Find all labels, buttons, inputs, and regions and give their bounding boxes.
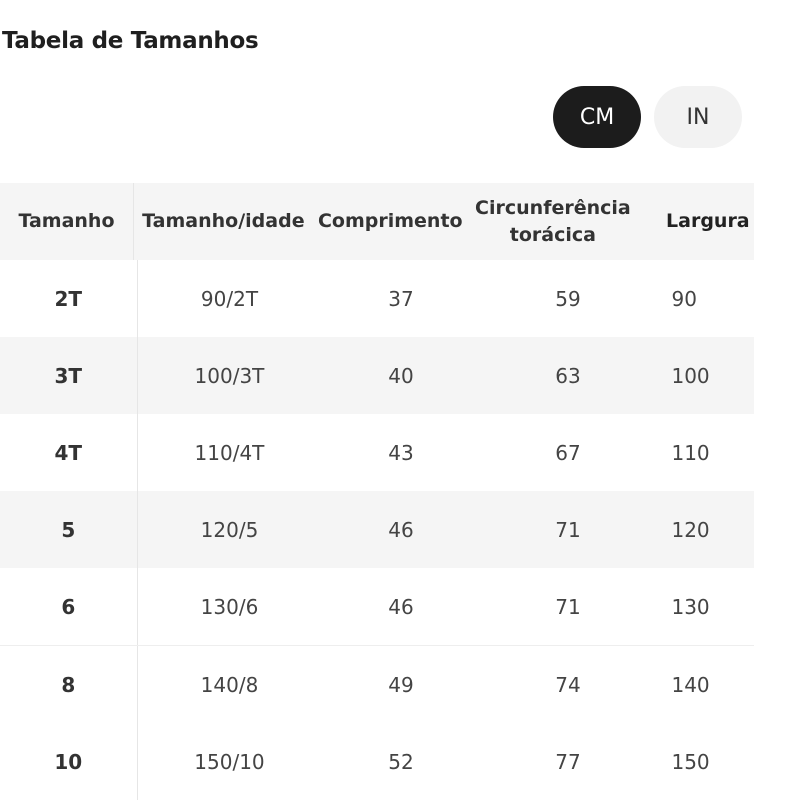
- cell-size: 10: [0, 723, 138, 800]
- cell-width: 100: [671, 363, 710, 388]
- cell-size-age: 120/5: [200, 517, 259, 542]
- cell-size-age: 100/3T: [194, 363, 265, 388]
- cell-length: 49: [388, 672, 414, 697]
- cell-size: 5: [0, 491, 138, 568]
- cell-width: 90: [671, 286, 697, 311]
- cell-chest: 77: [555, 749, 581, 774]
- cell-size-age: 110/4T: [194, 440, 265, 465]
- size-table: Tamanho Tamanho/idade Comprimento Circun…: [0, 183, 754, 800]
- cell-size: 2T: [0, 260, 138, 337]
- cell-length: 40: [388, 363, 414, 388]
- cell-chest: 63: [555, 363, 581, 388]
- cell-length: 37: [388, 286, 414, 311]
- cell-chest: 71: [555, 517, 581, 542]
- cell-length: 46: [388, 517, 414, 542]
- page-title: Tabela de Tamanhos: [2, 28, 259, 54]
- cell-size-age: 90/2T: [200, 286, 259, 311]
- cell-size: 8: [0, 646, 138, 723]
- table-row: 3T 100/3T 40 63 100: [0, 337, 754, 414]
- cell-size-age: 130/6: [200, 594, 259, 619]
- table-row: 10 150/10 52 77 150: [0, 723, 754, 800]
- header-size-age: Tamanho/idade: [142, 210, 305, 233]
- table-row: 8 140/8 49 74 140: [0, 645, 754, 723]
- cell-size-age: 150/10: [194, 749, 265, 774]
- unit-in-button[interactable]: IN: [654, 86, 742, 148]
- header-size: Tamanho: [0, 183, 134, 260]
- cell-width: 110: [671, 440, 710, 465]
- cell-size: 6: [0, 568, 138, 645]
- cell-length: 52: [388, 749, 414, 774]
- header-width: Largura: [666, 210, 750, 233]
- header-length: Comprimento: [317, 210, 463, 233]
- header-chest: Circunferência torácica: [475, 196, 631, 246]
- cell-size: 4T: [0, 414, 138, 491]
- cell-width: 150: [671, 749, 710, 774]
- cell-chest: 74: [555, 672, 581, 697]
- table-row: 5 120/5 46 71 120: [0, 491, 754, 568]
- table-row: 2T 90/2T 37 59 90: [0, 260, 754, 337]
- table-row: 6 130/6 46 71 130: [0, 568, 754, 645]
- cell-width: 130: [671, 594, 710, 619]
- cell-size: 3T: [0, 337, 138, 414]
- table-header-row: Tamanho Tamanho/idade Comprimento Circun…: [0, 183, 754, 260]
- cell-length: 43: [388, 440, 414, 465]
- cell-chest: 59: [555, 286, 581, 311]
- cell-width: 120: [671, 517, 710, 542]
- cell-chest: 67: [555, 440, 581, 465]
- cell-chest: 71: [555, 594, 581, 619]
- cell-length: 46: [388, 594, 414, 619]
- cell-width: 140: [671, 672, 710, 697]
- table-row: 4T 110/4T 43 67 110: [0, 414, 754, 491]
- unit-cm-button[interactable]: CM: [553, 86, 641, 148]
- cell-size-age: 140/8: [200, 672, 259, 697]
